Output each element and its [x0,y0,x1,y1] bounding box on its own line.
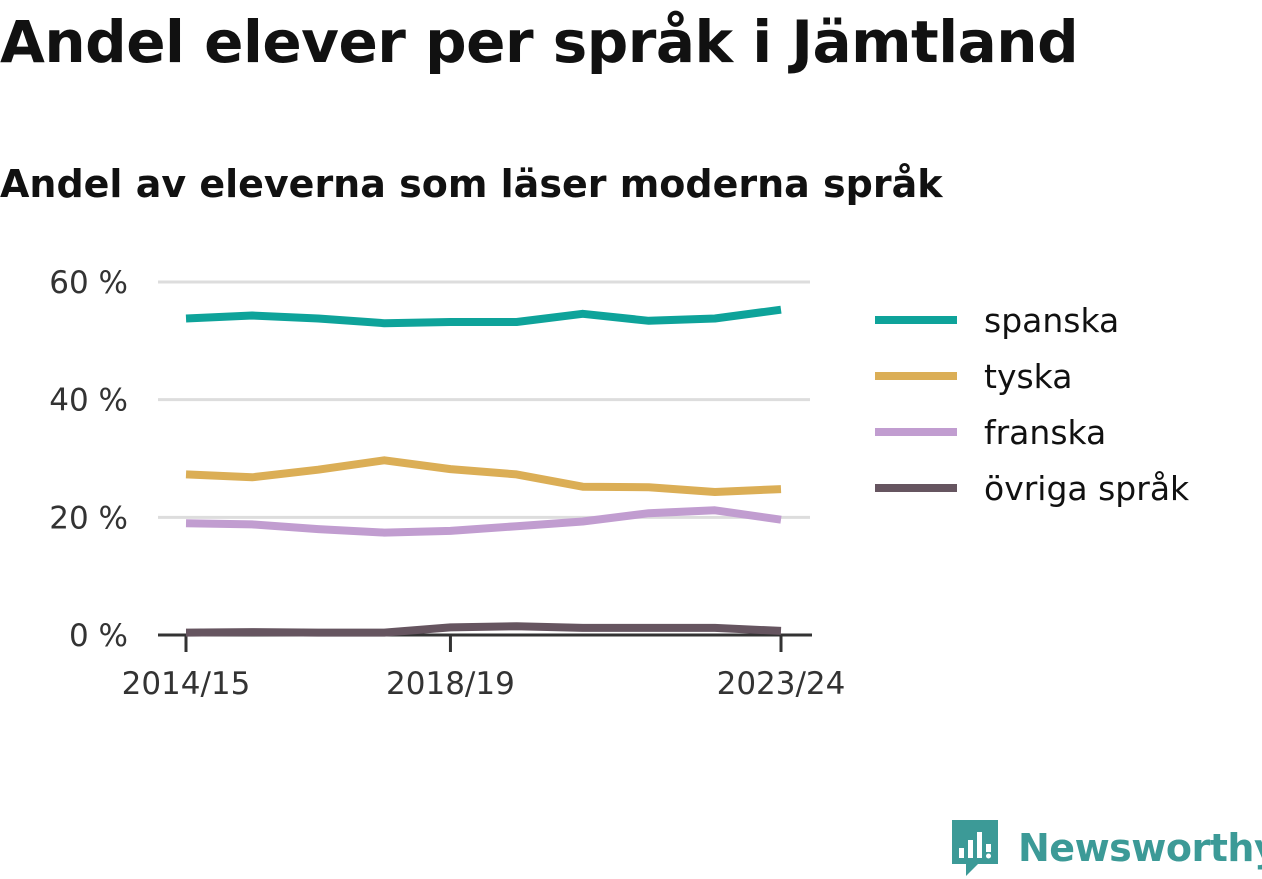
legend-label: övriga språk [984,469,1190,508]
gridlines [158,280,810,519]
y-tick-label: 40 % [49,383,128,419]
legend-label: franska [984,413,1106,452]
series-line-franska [185,506,782,537]
legend: spanska tyska franska övriga språk [875,301,1190,508]
series-line-övriga-språk [185,622,782,637]
x-axis: 2014/15 2018/19 2023/24 [122,633,846,702]
y-tick-label: 60 % [49,265,128,301]
series-line-tyska [185,456,782,496]
chart-title: Andel elever per språk i Jämtland [0,8,1079,76]
x-tick-label: 2023/24 [717,666,846,702]
x-tick-label: 2018/19 [386,666,515,702]
y-tick-label: 0 % [69,618,128,654]
line-chart: 0 % 20 % 40 % 60 % 2014/15 2018/19 2023/24 sp… [49,265,1190,702]
newsworthy-logo-icon [952,820,998,876]
brand-logo: Newsworthy [950,818,1262,878]
legend-label: tyska [984,357,1072,396]
y-axis-tick-labels: 0 % 20 % 40 % 60 % [49,265,128,654]
chart-subtitle: Andel av eleverna som läser moderna språ… [0,162,943,206]
brand-name: Newsworthy [1018,826,1262,870]
series-line-spanska [185,305,782,328]
legend-label: spanska [984,301,1119,340]
x-tick-label: 2014/15 [122,666,251,702]
series-lines [185,305,782,637]
y-tick-label: 20 % [49,500,128,536]
